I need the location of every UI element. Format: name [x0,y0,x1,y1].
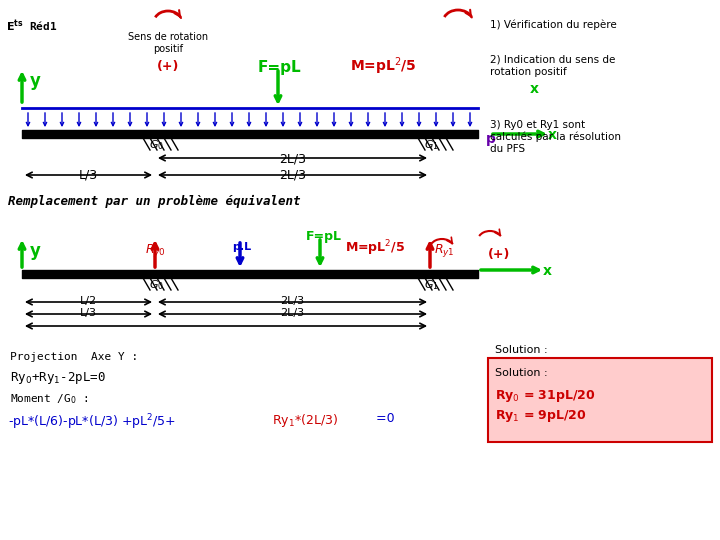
Text: p.L: p.L [232,242,251,252]
Text: 2L/3: 2L/3 [279,169,306,182]
Text: x: x [543,264,552,278]
Text: $G_1$: $G_1$ [424,278,439,292]
Text: x: x [548,128,557,142]
Text: -pL*(L/6)-pL*(L/3) +pL$^2$/5+: -pL*(L/6)-pL*(L/3) +pL$^2$/5+ [8,412,177,431]
Text: (+): (+) [488,248,510,261]
Text: 2) Indication du sens de: 2) Indication du sens de [490,55,616,65]
Text: L/3: L/3 [80,308,97,318]
Text: y: y [30,242,41,260]
Text: 2L/3: 2L/3 [279,152,306,165]
Text: F=pL: F=pL [306,230,342,243]
Text: M=pL$^2$/5: M=pL$^2$/5 [345,238,405,258]
Text: x: x [530,82,539,96]
FancyBboxPatch shape [488,358,712,442]
Text: Ry$_1$ = 9pL/20: Ry$_1$ = 9pL/20 [495,408,587,424]
Text: positif: positif [153,44,183,54]
Text: Projection  Axe Y :: Projection Axe Y : [10,352,138,362]
Text: $R_{y0}$: $R_{y0}$ [145,242,166,259]
Text: 2L/3: 2L/3 [280,296,305,306]
Text: du PFS: du PFS [490,144,525,154]
Text: $G_1$: $G_1$ [424,138,439,152]
Text: calculés par la résolution: calculés par la résolution [490,132,621,143]
Text: Ry$_0$+Ry$_1$-2pL=0: Ry$_0$+Ry$_1$-2pL=0 [10,370,106,386]
Text: $G_0$: $G_0$ [149,278,164,292]
Text: 3) Ry0 et Ry1 sont: 3) Ry0 et Ry1 sont [490,120,585,130]
Text: Solution :: Solution : [495,345,548,355]
Text: $\mathbf{E^{ts}}$ Réd1: $\mathbf{E^{ts}}$ Réd1 [6,18,58,33]
Text: F=pL: F=pL [258,60,302,75]
Text: Ry$_0$ = 31pL/20: Ry$_0$ = 31pL/20 [495,388,595,404]
Text: y: y [30,72,41,90]
Text: Remplacement par un problème équivalent: Remplacement par un problème équivalent [8,195,300,208]
Text: M=pL$^2$/5: M=pL$^2$/5 [350,55,417,77]
Text: $R_{y1}$: $R_{y1}$ [434,242,454,259]
Text: (+): (+) [157,60,179,73]
Text: 1) Vérification du repère: 1) Vérification du repère [490,20,617,30]
Text: Solution :: Solution : [495,368,548,378]
Text: Moment /G$_0$ :: Moment /G$_0$ : [10,392,89,406]
Text: 2L/3: 2L/3 [280,308,305,318]
Text: L/2: L/2 [80,296,97,306]
Text: $G_0$: $G_0$ [149,138,164,152]
Text: Sens de rotation: Sens de rotation [128,32,208,42]
Text: p: p [486,132,496,146]
Text: Ry$_1$*(2L/3): Ry$_1$*(2L/3) [272,412,338,429]
Text: rotation positif: rotation positif [490,67,567,77]
Text: L/3: L/3 [79,169,98,182]
Text: =0: =0 [372,412,395,425]
